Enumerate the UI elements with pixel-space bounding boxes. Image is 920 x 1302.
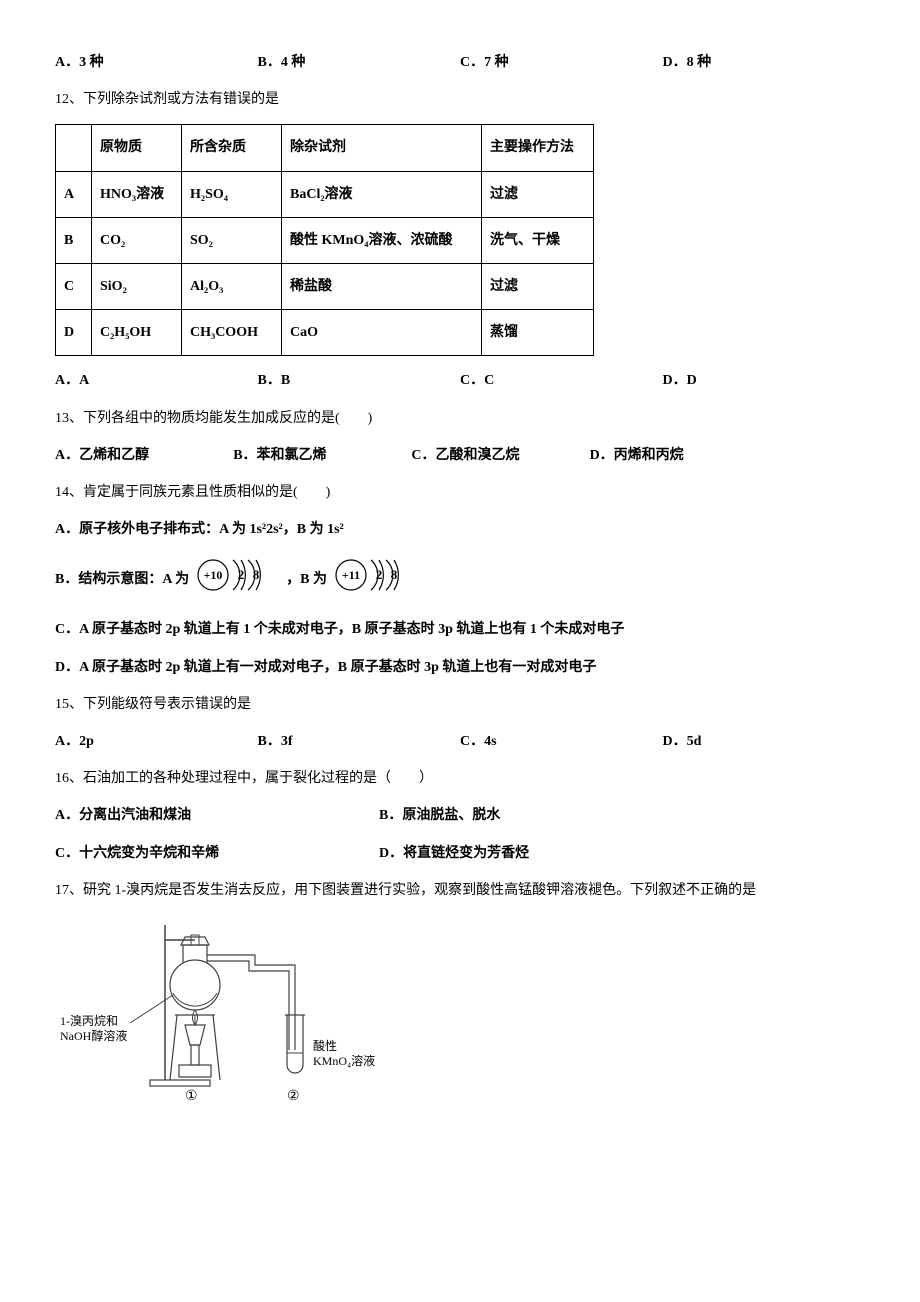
q11-opt-c: C．7 种: [460, 50, 663, 75]
q12-c-idx: C: [56, 263, 92, 309]
svg-text:2: 2: [237, 567, 244, 582]
q14-opt-b: B．结构示意图：A 为 +10 2 8 ，B 为 +11 2 8: [55, 554, 865, 605]
q16-opt-d: D．将直链烃变为芳香烃: [379, 841, 703, 866]
q12-opt-d: D．D: [663, 368, 866, 393]
q13-options: A．乙烯和乙醇 B．苯和氯乙烯 C．乙酸和溴乙烷 D．丙烯和丙烷: [55, 443, 865, 468]
svg-text:②: ②: [287, 1089, 300, 1104]
q16-opt-a: A．分离出汽油和煤油: [55, 803, 379, 828]
q12-c-c4: 过滤: [482, 263, 594, 309]
q12-opt-a: A．A: [55, 368, 258, 393]
q11-opt-b: B．4 种: [258, 50, 461, 75]
q12-c-c3: 稀盐酸: [282, 263, 482, 309]
q12-a-c2: H₂SO₄: [182, 171, 282, 217]
q15-opt-b: B．3f: [258, 729, 461, 754]
svg-text:+10: +10: [203, 568, 222, 582]
q12-d-c4: 蒸馏: [482, 310, 594, 356]
q12-b-c1: CO₂: [92, 217, 182, 263]
q12-a-c3: BaCl₂溶液: [282, 171, 482, 217]
svg-text:8: 8: [252, 567, 259, 582]
q12-h-col4: 主要操作方法: [482, 125, 594, 171]
q12-header-row: 原物质 所含杂质 除杂试剂 主要操作方法: [56, 125, 594, 171]
q12-a-c4: 过滤: [482, 171, 594, 217]
q11-opt-d: D．8 种: [663, 50, 866, 75]
svg-text:NaOH醇溶液: NaOH醇溶液: [60, 1028, 127, 1043]
q15-stem: 15、下列能级符号表示错误的是: [55, 692, 865, 717]
q12-h-col1: 原物质: [92, 125, 182, 171]
q12-b-c3: 酸性 KMnO₄溶液、浓硫酸: [282, 217, 482, 263]
svg-text:酸性: 酸性: [313, 1038, 337, 1053]
svg-text:+11: +11: [341, 568, 359, 582]
q14-opt-c: C．A 原子基态时 2p 轨道上有 1 个未成对电子，B 原子基态时 3p 轨道…: [55, 617, 865, 642]
svg-text:①: ①: [185, 1089, 198, 1104]
q12-h-col2: 所含杂质: [182, 125, 282, 171]
q12-d-idx: D: [56, 310, 92, 356]
q15-options: A．2p B．3f C．4s D．5d: [55, 729, 865, 754]
q17-stem: 17、研究 1-溴丙烷是否发生消去反应，用下图装置进行实验，观察到酸性高锰酸钾溶…: [55, 878, 865, 903]
svg-text:8: 8: [390, 567, 397, 582]
q13-opt-c: C．乙酸和溴乙烷: [411, 443, 589, 468]
q13-opt-d: D．丙烯和丙烷: [590, 443, 768, 468]
q12-stem: 12、下列除杂试剂或方法有错误的是: [55, 87, 865, 112]
q12-b-idx: B: [56, 217, 92, 263]
q13-opt-b: B．苯和氯乙烯: [233, 443, 411, 468]
q14-b-prefix: B．结构示意图：A 为: [55, 567, 189, 592]
q16-opt-c: C．十六烷变为辛烷和辛烯: [55, 841, 379, 866]
q12-row-c: C SiO₂ Al₂O₃ 稀盐酸 过滤: [56, 263, 594, 309]
q16-options-1: A．分离出汽油和煤油 B．原油脱盐、脱水: [55, 803, 865, 828]
q12-d-c1: C₂H₅OH: [92, 310, 182, 356]
q12-a-idx: A: [56, 171, 92, 217]
q12-b-c4: 洗气、干燥: [482, 217, 594, 263]
q12-c-c1: SiO₂: [92, 263, 182, 309]
q12-c-c2: Al₂O₃: [182, 263, 282, 309]
q12-b-c2: SO₂: [182, 217, 282, 263]
q13-opt-a: A．乙烯和乙醇: [55, 443, 233, 468]
q15-opt-a: A．2p: [55, 729, 258, 754]
q13-stem: 13、下列各组中的物质均能发生加成反应的是( ): [55, 406, 865, 431]
q14-b-mid: ，B 为: [286, 567, 327, 592]
q12-a-c1: HNO₃溶液: [92, 171, 182, 217]
q15-opt-d: D．5d: [663, 729, 866, 754]
q14-opt-d: D．A 原子基态时 2p 轨道上有一对成对电子，B 原子基态时 3p 轨道上也有…: [55, 655, 865, 680]
q16-opt-b: B．原油脱盐、脱水: [379, 803, 703, 828]
q12-opt-b: B．B: [258, 368, 461, 393]
q17-apparatus-diagram: 1-溴丙烷和 NaOH醇溶液 酸性 KMnO₄溶液 ① ②: [55, 915, 865, 1114]
q12-d-c3: CaO: [282, 310, 482, 356]
atom-diagram-a-icon: +10 2 8: [193, 554, 283, 605]
atom-diagram-b-icon: +11 2 8: [331, 554, 421, 605]
q15-opt-c: C．4s: [460, 729, 663, 754]
q12-table: 原物质 所含杂质 除杂试剂 主要操作方法 A HNO₃溶液 H₂SO₄ BaCl…: [55, 124, 594, 356]
q12-row-d: D C₂H₅OH CH₃COOH CaO 蒸馏: [56, 310, 594, 356]
q12-options: A．A B．B C．C D．D: [55, 368, 865, 393]
q14-opt-a: A．原子核外电子排布式：A 为 1s²2s²，B 为 1s²: [55, 517, 865, 542]
q14-stem: 14、肯定属于同族元素且性质相似的是( ): [55, 480, 865, 505]
q12-row-b: B CO₂ SO₂ 酸性 KMnO₄溶液、浓硫酸 洗气、干燥: [56, 217, 594, 263]
q12-opt-c: C．C: [460, 368, 663, 393]
q12-d-c2: CH₃COOH: [182, 310, 282, 356]
svg-text:2: 2: [375, 567, 382, 582]
q11-options: A．3 种 B．4 种 C．7 种 D．8 种: [55, 50, 865, 75]
svg-text:KMnO₄溶液: KMnO₄溶液: [313, 1053, 375, 1068]
q16-stem: 16、石油加工的各种处理过程中，属于裂化过程的是（ ）: [55, 766, 865, 791]
q12-h-col3: 除杂试剂: [282, 125, 482, 171]
q12-row-a: A HNO₃溶液 H₂SO₄ BaCl₂溶液 过滤: [56, 171, 594, 217]
q16-options-2: C．十六烷变为辛烷和辛烯 D．将直链烃变为芳香烃: [55, 841, 865, 866]
svg-text:1-溴丙烷和: 1-溴丙烷和: [60, 1014, 118, 1028]
q11-opt-a: A．3 种: [55, 50, 258, 75]
